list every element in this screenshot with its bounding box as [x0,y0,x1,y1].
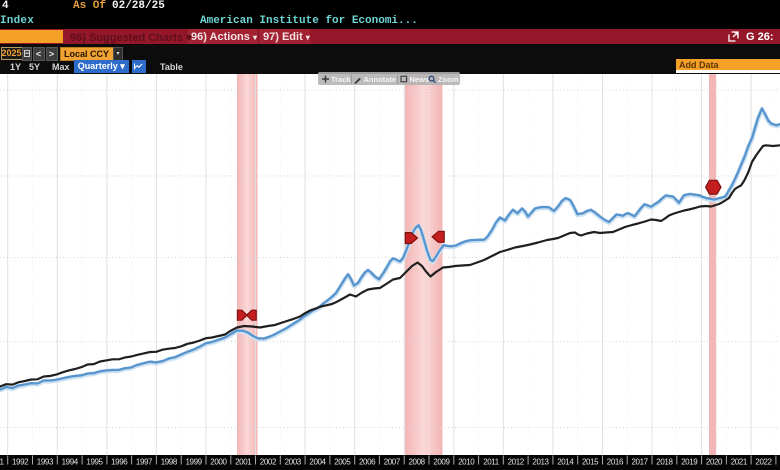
svg-text:2007: 2007 [384,458,401,467]
svg-text:2003: 2003 [285,458,302,467]
svg-text:2022: 2022 [755,458,772,467]
svg-text:Zoom: Zoom [438,75,459,84]
svg-text:1994: 1994 [62,458,79,467]
svg-text:2019: 2019 [681,458,698,467]
svg-text:2013: 2013 [532,458,549,467]
svg-text:1999: 1999 [185,458,202,467]
svg-text:1997: 1997 [136,458,153,467]
svg-text:2014: 2014 [557,458,574,467]
svg-text:1998: 1998 [161,458,178,467]
svg-text:1991: 1991 [0,458,4,467]
svg-text:2006: 2006 [359,458,376,467]
svg-text:2008: 2008 [408,458,425,467]
svg-text:2001: 2001 [235,458,252,467]
svg-text:2021: 2021 [731,458,748,467]
svg-text:1993: 1993 [37,458,54,467]
svg-text:2002: 2002 [260,458,277,467]
svg-text:1996: 1996 [111,458,128,467]
svg-text:2015: 2015 [582,458,599,467]
svg-text:Track: Track [331,75,351,84]
svg-text:2010: 2010 [458,458,475,467]
svg-text:2000: 2000 [210,458,227,467]
svg-text:2004: 2004 [309,458,326,467]
svg-text:2012: 2012 [508,458,525,467]
svg-text:2016: 2016 [607,458,624,467]
svg-text:2017: 2017 [631,458,648,467]
svg-text:2018: 2018 [656,458,673,467]
svg-text:1992: 1992 [12,458,29,467]
svg-text:2009: 2009 [433,458,450,467]
svg-text:2020: 2020 [706,458,723,467]
svg-text:2005: 2005 [334,458,351,467]
svg-text:News: News [410,75,430,84]
svg-text:2011: 2011 [483,458,500,467]
svg-text:1995: 1995 [86,458,103,467]
svg-text:Annotate: Annotate [364,75,397,84]
